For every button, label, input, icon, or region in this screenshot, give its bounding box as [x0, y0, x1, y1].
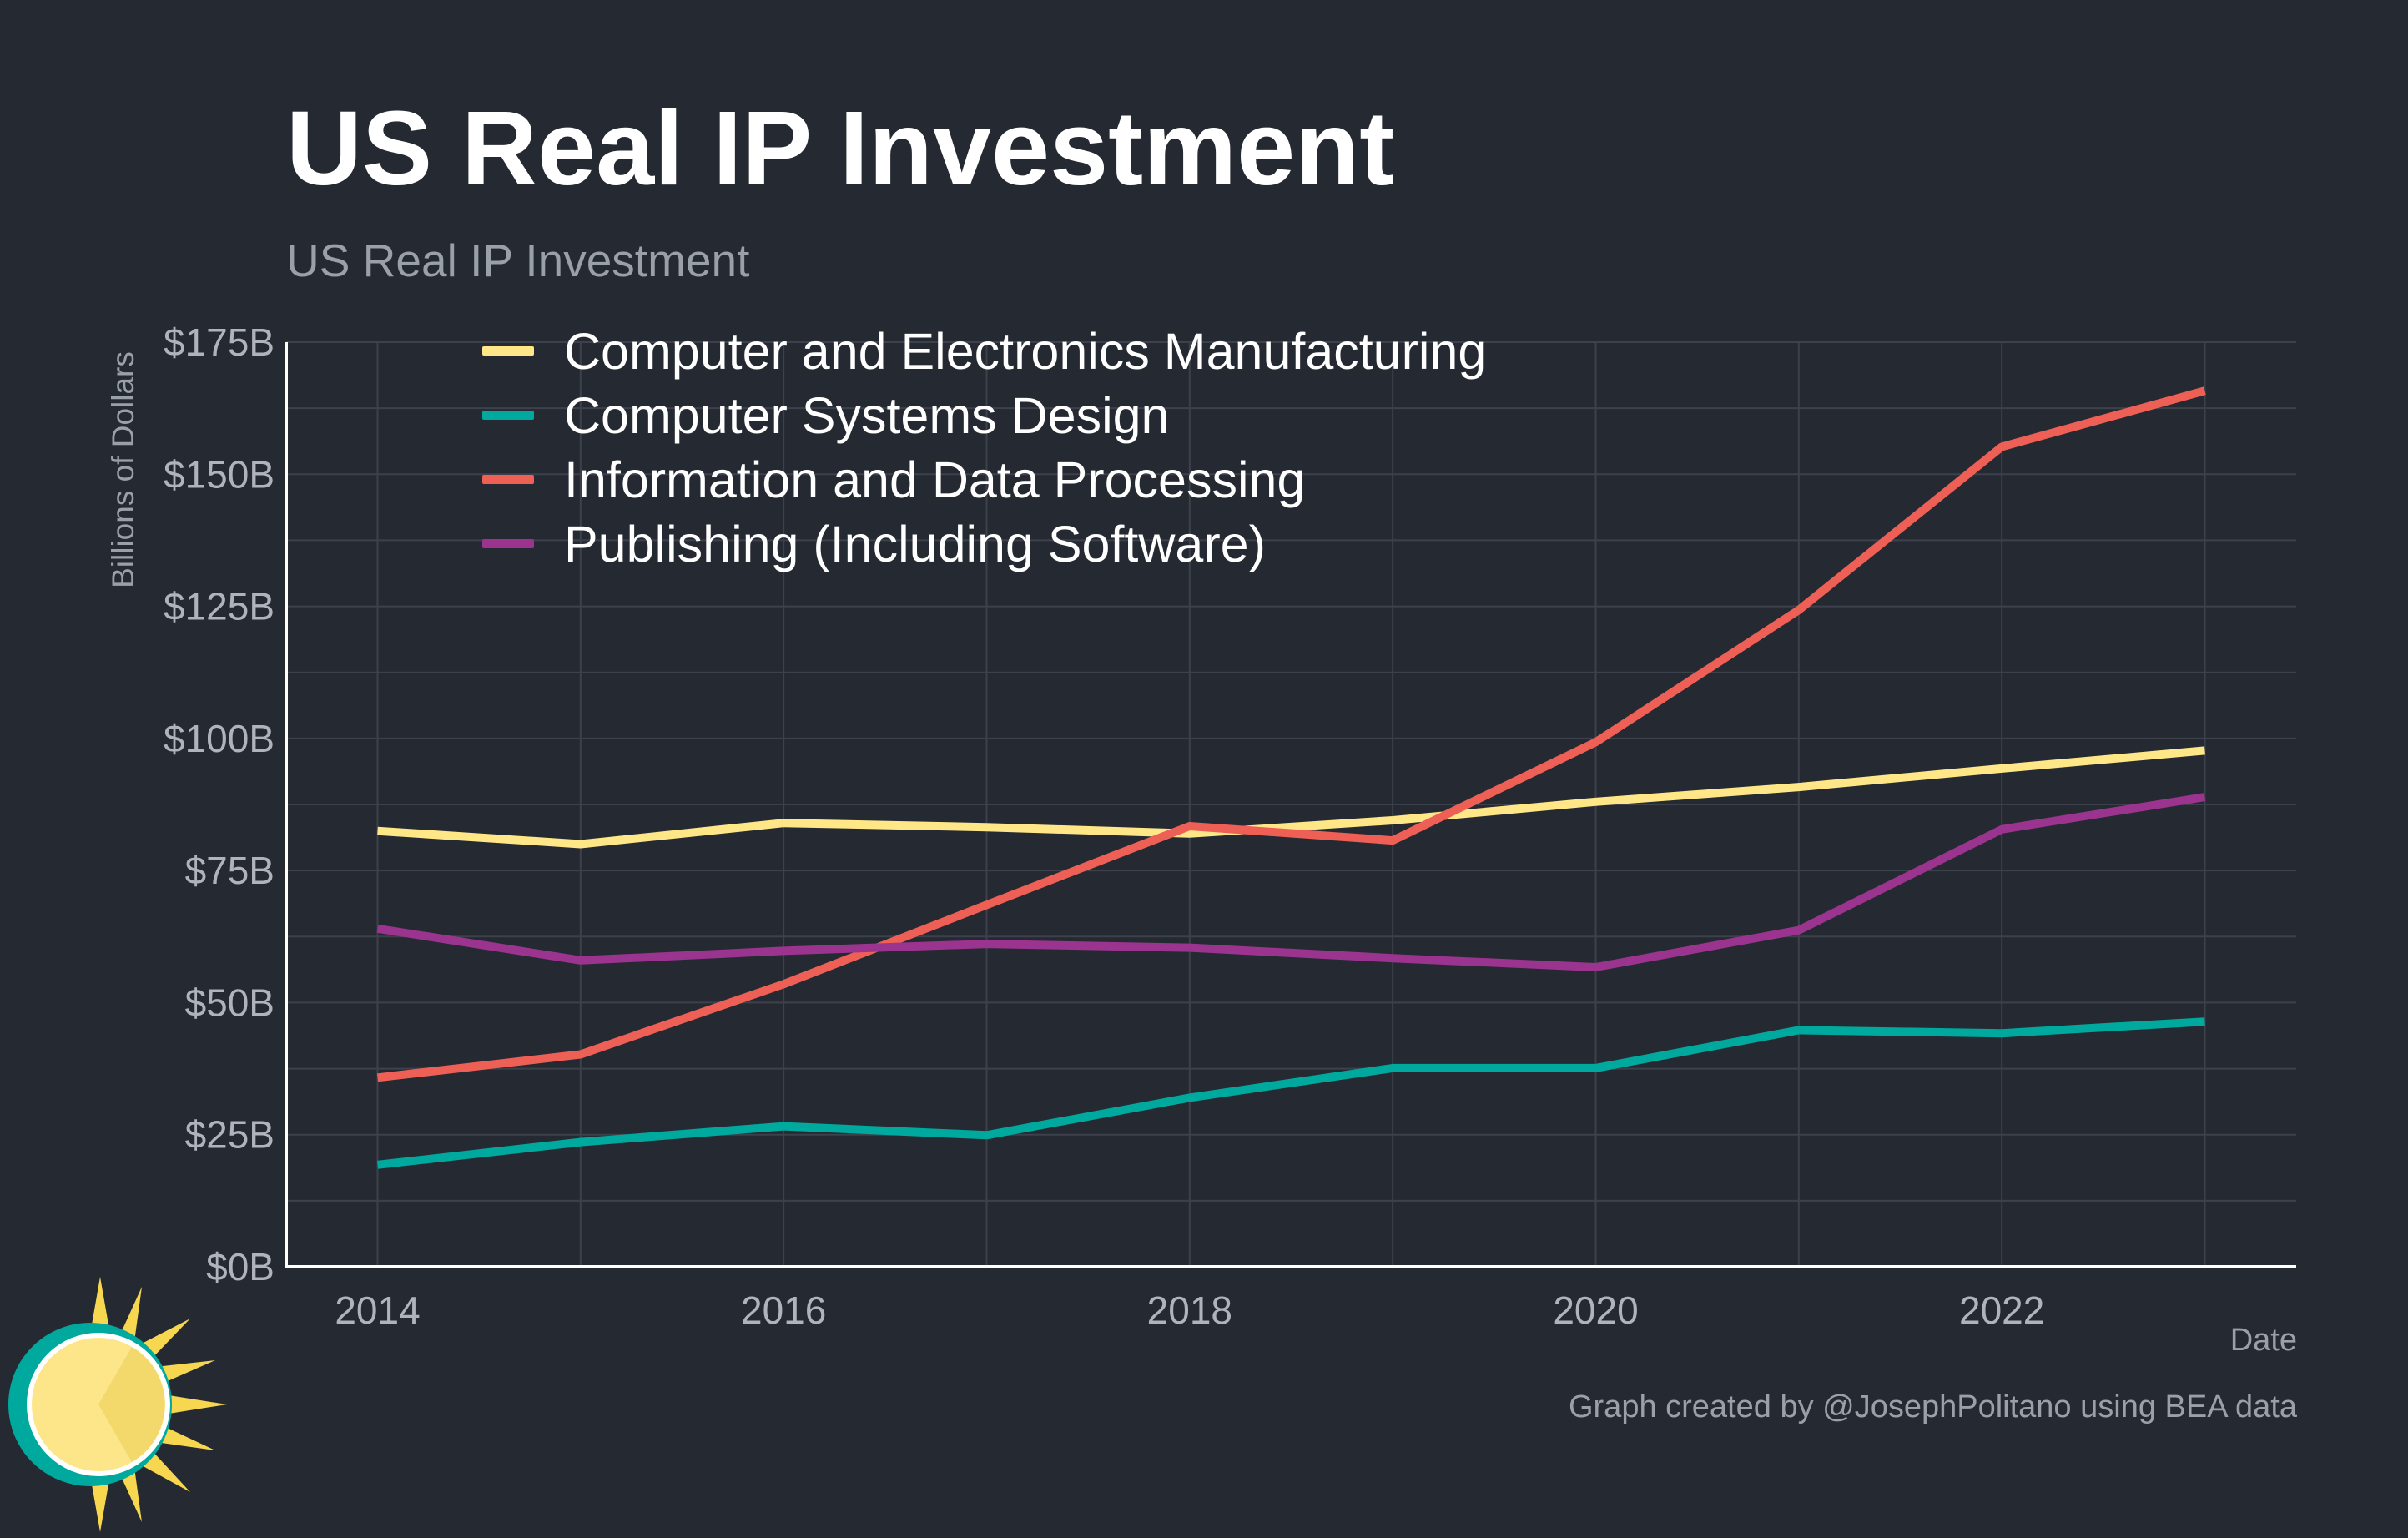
- chart-subtitle: US Real IP Investment: [286, 234, 750, 286]
- y-tick-label: $75B: [185, 849, 275, 892]
- legend: Computer and Electronics Manufacturing C…: [482, 319, 1486, 576]
- legend-swatch: [482, 346, 534, 356]
- legend-item: Computer and Electronics Manufacturing: [482, 319, 1486, 383]
- series-line-1: [377, 746, 2205, 849]
- y-tick-label: $150B: [164, 452, 275, 496]
- y-tick-label: $100B: [164, 717, 275, 760]
- y-tick-label: $25B: [185, 1113, 275, 1157]
- source-caption: Graph created by @JosephPolitano using B…: [1568, 1389, 2297, 1425]
- series-line-4: [376, 793, 2206, 971]
- x-tick-label: 2022: [1959, 1288, 2044, 1332]
- x-tick-label: 2018: [1147, 1288, 1232, 1332]
- series-lines: [376, 386, 2206, 1169]
- series-line-2: [376, 1017, 2205, 1169]
- grid-lines: [286, 341, 2296, 1268]
- legend-label: Computer and Electronics Manufacturing: [564, 322, 1487, 380]
- sun-logo-icon: [8, 1277, 227, 1532]
- legend-swatch: [482, 475, 534, 484]
- chart-title: US Real IP Investment: [286, 89, 1395, 207]
- tick-labels: $0B $25B $50B $75B $100B $125B $150B $175B 2014 2…: [164, 320, 2044, 1332]
- legend-label: Publishing (Including Software): [564, 515, 1266, 572]
- x-tick-label: 2016: [741, 1288, 826, 1332]
- legend-swatch: [482, 539, 534, 548]
- series-line-3: [376, 386, 2206, 1082]
- axes: [285, 342, 2296, 1268]
- legend-item: Publishing (Including Software): [482, 512, 1486, 576]
- legend-label: Information and Data Processing: [564, 451, 1306, 508]
- legend-label: Computer Systems Design: [564, 386, 1170, 444]
- y-tick-label: $50B: [185, 981, 275, 1024]
- y-tick-label: $125B: [164, 585, 275, 628]
- legend-swatch: [482, 411, 534, 420]
- x-axis-label: Date: [2229, 1323, 2297, 1358]
- legend-item: Information and Data Processing: [482, 447, 1486, 512]
- legend-item: Computer Systems Design: [482, 383, 1486, 447]
- y-tick-label: $0B: [206, 1245, 275, 1288]
- y-tick-label: $175B: [164, 320, 275, 364]
- x-tick-label: 2020: [1553, 1288, 1638, 1332]
- x-tick-label: 2014: [335, 1288, 420, 1332]
